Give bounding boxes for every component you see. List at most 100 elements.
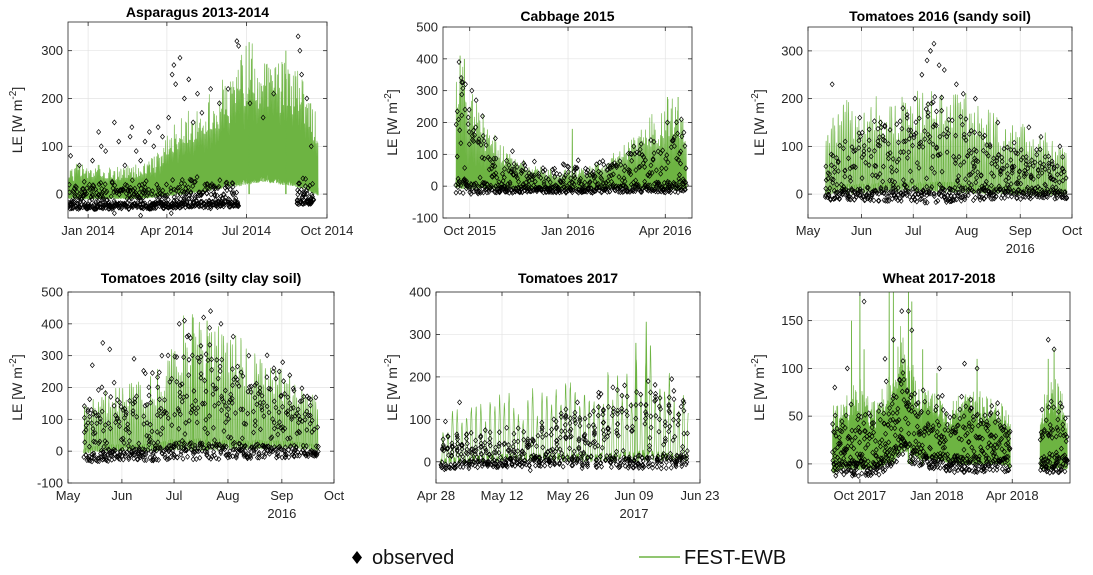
observed-point: [211, 448, 217, 455]
observed-point: [88, 193, 94, 200]
observed-point: [889, 460, 895, 467]
observed-point: [96, 181, 102, 188]
observed-point: [670, 437, 676, 444]
observed-point: [273, 404, 279, 411]
observed-point: [169, 422, 175, 429]
y-axis-label: LE [W m-2]: [383, 354, 400, 420]
observed-point: [628, 402, 634, 409]
observed-point: [126, 206, 132, 212]
observed-point: [252, 418, 258, 424]
observed-point: [307, 412, 313, 419]
observed-point: [881, 197, 887, 204]
observed-point: [223, 403, 229, 409]
observed-point: [154, 181, 160, 188]
observed-point: [991, 173, 997, 180]
observed-point: [183, 194, 188, 201]
observed-point: [502, 183, 508, 190]
observed-point: [931, 193, 937, 200]
observed-point: [526, 462, 532, 469]
observed-point: [209, 366, 215, 373]
observed-point: [269, 434, 275, 441]
observed-point: [1001, 448, 1007, 455]
observed-point: [890, 336, 896, 343]
observed-point: [195, 405, 201, 411]
observed-point: [823, 185, 829, 192]
observed-point: [547, 462, 553, 469]
observed-point: [574, 165, 580, 171]
observed-point: [572, 166, 578, 173]
observed-point: [271, 425, 277, 432]
observed-point: [861, 148, 867, 155]
observed-point: [201, 314, 207, 321]
observed-point: [883, 443, 889, 450]
observed-point: [230, 440, 236, 447]
observed-point: [202, 201, 208, 208]
observed-point: [278, 424, 284, 431]
observed-point: [504, 424, 510, 431]
observed-point: [906, 400, 912, 407]
observed-point: [130, 400, 136, 407]
observed-point: [571, 172, 577, 179]
observed-point: [209, 181, 215, 188]
observed-point: [100, 194, 106, 201]
observed-point: [904, 192, 910, 199]
observed-point: [540, 444, 546, 451]
observed-point: [571, 181, 577, 188]
observed-point: [847, 454, 853, 461]
observed-point: [164, 192, 170, 199]
observed-point: [276, 368, 282, 375]
observed-point: [993, 433, 999, 440]
observed-point: [523, 166, 529, 173]
observed-point: [633, 402, 639, 408]
observed-point: [519, 463, 525, 470]
observed-point: [633, 177, 639, 184]
observed-point: [950, 457, 956, 464]
observed-point: [154, 412, 160, 418]
observed-point: [855, 416, 861, 423]
observed-point: [1040, 433, 1046, 440]
observed-point: [831, 187, 837, 194]
observed-point: [879, 463, 885, 470]
observed-point: [914, 160, 920, 166]
observed-point: [98, 200, 104, 207]
observed-point: [966, 438, 972, 445]
observed-point: [675, 453, 681, 460]
observed-point: [235, 200, 241, 207]
observed-point: [557, 434, 563, 441]
observed-point: [198, 342, 204, 349]
observed-point: [460, 453, 466, 460]
observed-point: [442, 418, 448, 425]
observed-point: [956, 153, 962, 160]
observed-point: [300, 201, 306, 207]
observed-point: [295, 449, 301, 456]
observed-point: [936, 422, 942, 429]
observed-point: [208, 455, 214, 462]
observed-point: [577, 177, 582, 184]
observed-point: [565, 168, 571, 175]
observed-point: [167, 454, 173, 461]
observed-point: [230, 382, 235, 389]
observed-point: [562, 421, 568, 428]
observed-point: [303, 175, 309, 182]
observed-point: [676, 411, 682, 418]
observed-point: [313, 394, 319, 401]
observed-point: [271, 419, 277, 426]
observed-point: [983, 178, 989, 185]
observed-point: [848, 443, 854, 449]
observed-point: [1005, 192, 1011, 199]
observed-point: [510, 189, 516, 195]
observed-point: [177, 411, 183, 418]
observed-point: [522, 457, 528, 464]
observed-point: [572, 417, 578, 424]
observed-point: [911, 134, 917, 141]
observed-point: [295, 406, 301, 413]
observed-point: [202, 425, 208, 432]
observed-point: [1008, 181, 1014, 187]
observed-point: [495, 458, 500, 465]
observed-point: [235, 363, 240, 370]
observed-point: [515, 438, 521, 445]
observed-point: [894, 418, 900, 425]
observed-point: [576, 435, 582, 442]
observed-point: [270, 416, 276, 423]
observed-point: [136, 440, 142, 447]
